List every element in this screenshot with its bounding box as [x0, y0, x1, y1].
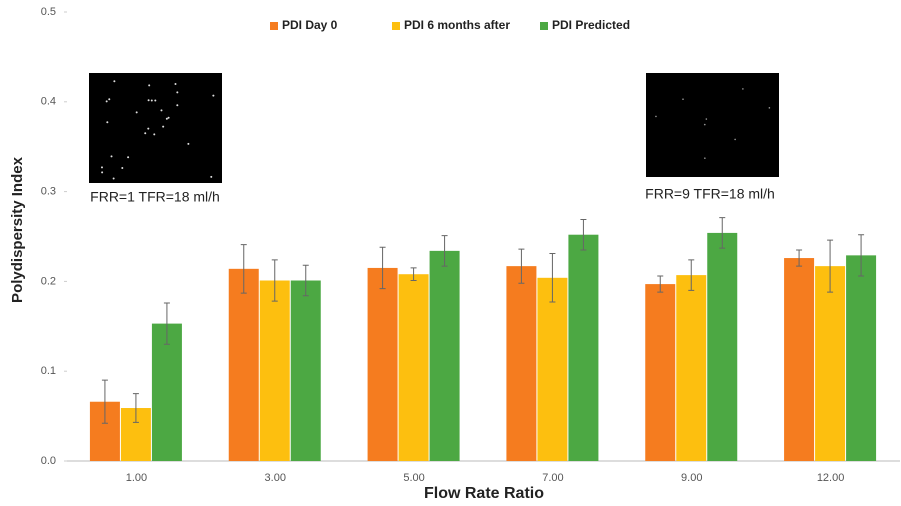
x-tick-label: 12.00: [817, 472, 845, 484]
inset-dot: [176, 104, 178, 106]
y-tick-label: 0.0: [41, 455, 56, 467]
y-tick-label: 0.1: [41, 365, 56, 377]
inset-dot: [148, 84, 150, 86]
bar: [676, 275, 706, 461]
inset-dot: [162, 126, 164, 128]
bar: [645, 284, 675, 461]
legend-swatch: [540, 22, 548, 30]
legend-label: PDI Day 0: [282, 18, 338, 32]
inset-dot: [704, 157, 706, 159]
bar: [399, 274, 429, 461]
bar: [537, 278, 567, 461]
inset-image: [646, 73, 779, 177]
inset-dot: [106, 100, 108, 102]
inset-dot: [121, 167, 123, 169]
annotation: FRR=1 TFR=18 ml/h: [90, 189, 220, 205]
legend-label: PDI Predicted: [552, 18, 630, 32]
x-tick-label: 3.00: [265, 472, 286, 484]
inset-dot: [769, 107, 771, 109]
bar: [506, 266, 536, 461]
inset-dot: [136, 111, 138, 113]
inset-dot: [174, 83, 176, 85]
bar: [815, 266, 845, 461]
inset-dot: [113, 178, 115, 180]
inset-dot: [127, 156, 129, 158]
y-tick-label: 0.5: [41, 6, 56, 18]
x-tick-label: 7.00: [542, 472, 563, 484]
inset-dot: [147, 128, 149, 130]
bar: [784, 258, 814, 461]
inset-dot: [111, 155, 113, 157]
inset-dot: [210, 176, 212, 178]
bar: [291, 281, 321, 461]
inset-dot: [113, 80, 115, 82]
annotation: FRR=9 TFR=18 ml/h: [645, 186, 775, 202]
legend-label: PDI 6 months after: [404, 18, 510, 32]
x-tick-label: 9.00: [681, 472, 702, 484]
y-tick-label: 0.4: [41, 96, 56, 108]
bar: [568, 235, 598, 461]
bar: [368, 268, 398, 461]
inset-dot: [704, 124, 706, 126]
inset-dot: [101, 166, 103, 168]
x-tick-label: 1.00: [126, 472, 147, 484]
legend-swatch: [392, 22, 400, 30]
x-axis-title: Flow Rate Ratio: [424, 485, 544, 502]
inset-dot: [160, 109, 162, 111]
inset-image: [89, 73, 222, 183]
inset-dot: [682, 98, 684, 100]
inset-dot: [655, 116, 657, 118]
inset-dot: [108, 98, 110, 100]
inset-dot: [734, 139, 736, 141]
inset-dot: [176, 91, 178, 93]
bar: [260, 281, 290, 461]
inset-dot: [706, 118, 708, 120]
bar: [846, 255, 876, 461]
inset-dot: [101, 171, 103, 173]
inset-dot: [144, 132, 146, 134]
x-tick-label: 5.00: [403, 472, 424, 484]
legend-swatch: [270, 22, 278, 30]
bar: [707, 233, 737, 461]
inset-dot: [187, 143, 189, 145]
inset-dot: [153, 133, 155, 135]
inset-dot: [148, 99, 150, 101]
inset-dot: [168, 117, 170, 119]
inset-dot: [742, 88, 744, 90]
inset-dot: [212, 95, 214, 97]
y-tick-label: 0.2: [41, 275, 56, 287]
inset-dot: [106, 121, 108, 123]
bar: [229, 269, 259, 461]
chart: Polydispersity Index Flow Rate Ratio FRR…: [0, 0, 901, 506]
y-tick-label: 0.3: [41, 186, 56, 198]
bar: [430, 251, 460, 461]
y-axis-title: Polydispersity Index: [9, 156, 26, 303]
inset-dot: [166, 118, 168, 120]
inset-dot: [154, 99, 156, 101]
inset-dot: [151, 100, 153, 102]
